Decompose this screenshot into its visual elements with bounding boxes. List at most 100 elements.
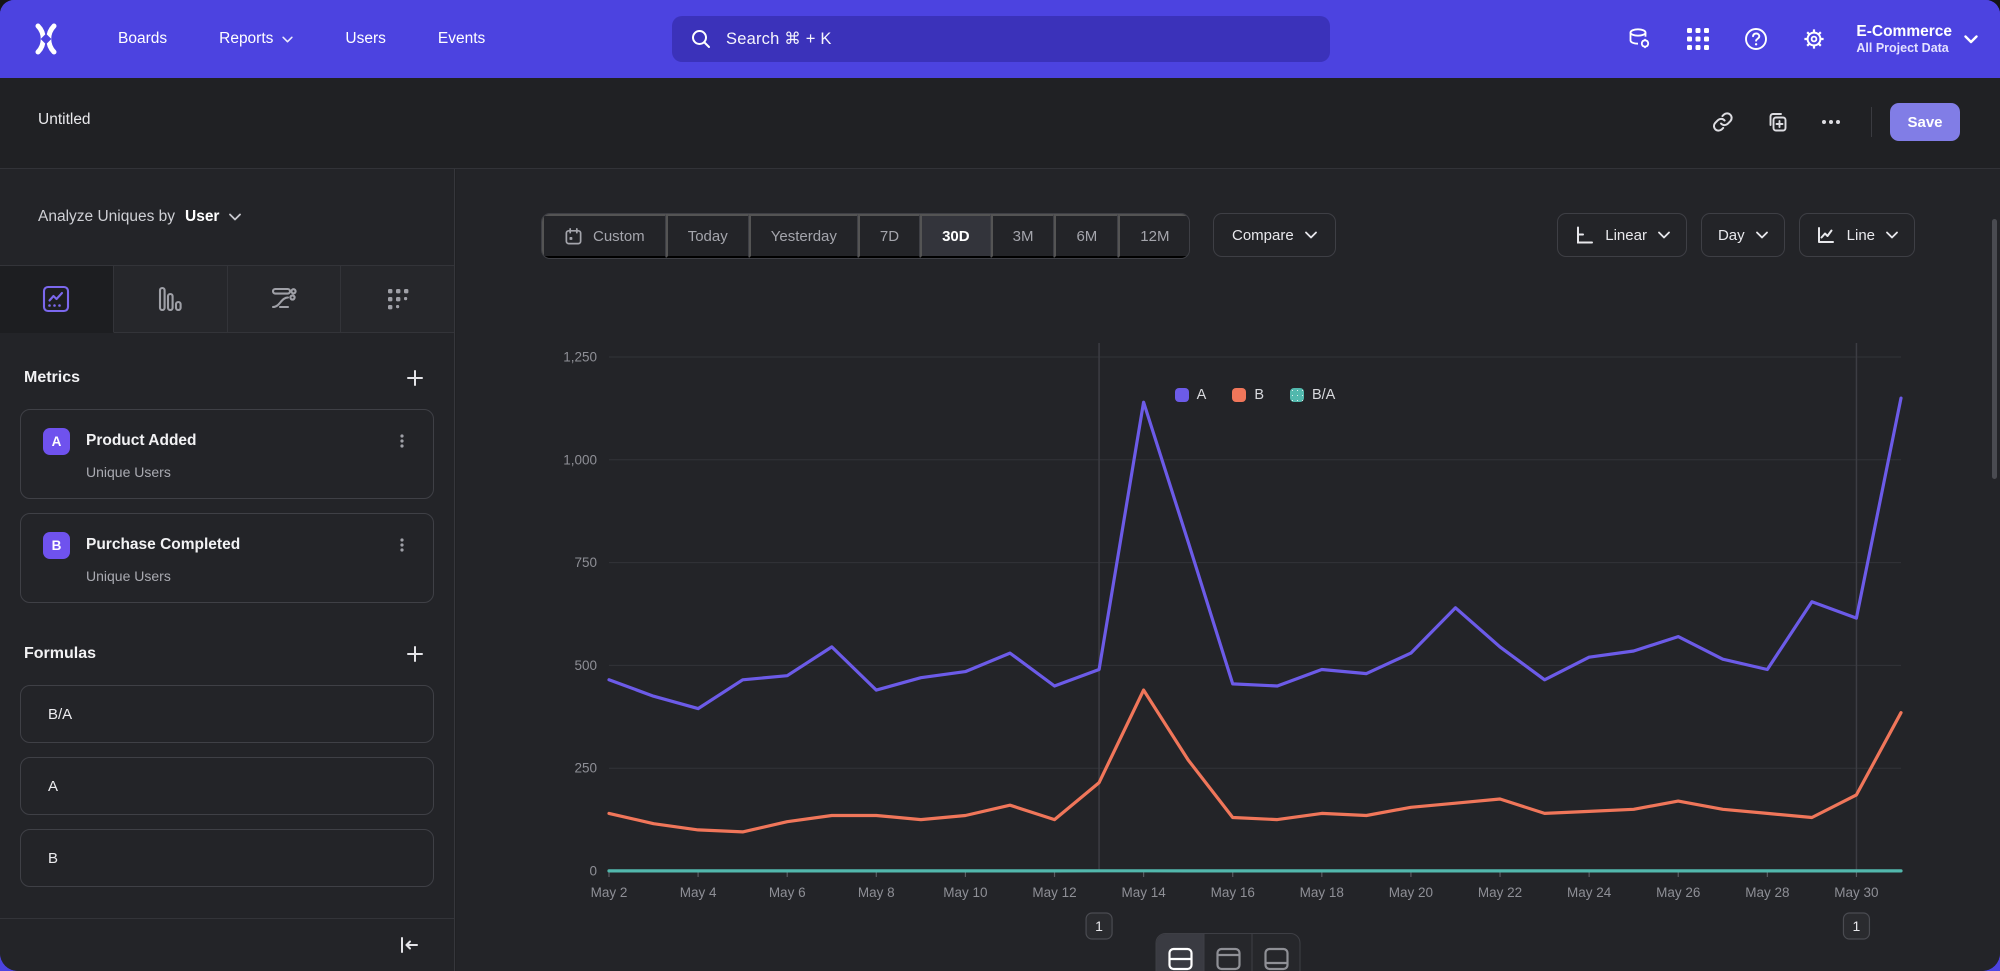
save-button[interactable]: Save [1890,103,1960,141]
x-axis-label: May 18 [1300,885,1344,900]
series-line-b[interactable] [607,688,1903,834]
nav-item-label: Boards [118,30,168,47]
legend-item-b-a[interactable]: B/A [1289,387,1335,403]
tab-flows[interactable] [227,266,342,332]
range-option-30d[interactable]: 30D [920,214,991,258]
project-selector[interactable]: E-Commerce All Project Data [1856,22,1978,57]
settings-gear-icon[interactable] [1792,17,1836,61]
range-label: 3M [1012,227,1034,245]
formula-card[interactable]: B/A [20,685,434,743]
annotation-label: 1 [1853,918,1861,934]
chart-panel: Custom Today Yesterday 7D 30D 3M 6M 12M Compare… [456,169,2000,971]
help-icon[interactable] [1734,17,1778,61]
range-option-7d[interactable]: 7D [857,214,921,258]
x-axis-label: May 14 [1121,885,1166,900]
title-actions: Save [1701,100,1960,144]
y-axis-label: 1,250 [563,350,597,365]
add-metric-button[interactable] [398,361,432,395]
analyze-value-dropdown[interactable]: User [185,208,220,225]
chevron-down-icon [229,213,242,221]
chevron-down-icon [1886,231,1898,239]
formulas-title: Formulas [24,645,97,662]
date-range-control: Custom Today Yesterday 7D 30D 3M 6M 12M [541,213,1191,259]
metric-menu-icon[interactable] [387,530,417,560]
series-line-a[interactable] [607,396,1903,711]
interval-selector[interactable]: Day [1700,213,1785,257]
annotation-marker[interactable]: 1 [1842,912,1871,940]
range-label: 12M [1140,227,1170,245]
y-axis-label: 250 [574,761,597,776]
range-option-today[interactable]: Today [665,214,749,258]
range-label: 30D [942,227,970,245]
range-option-3m[interactable]: 3M [990,214,1055,258]
nav-right-cluster: E-Commerce All Project Data [1618,0,1978,78]
x-axis-label: May 2 [591,885,628,900]
formula-expression: B [48,849,59,867]
metric-card[interactable]: B Purchase Completed Unique Users [20,513,434,603]
content-area: Untitled [0,78,2000,971]
sidebar-footer [0,918,454,971]
range-option-custom[interactable]: Custom [542,214,666,258]
nav-item-boards[interactable]: Boards [96,20,189,58]
collapse-sidebar-icon[interactable] [398,935,420,955]
x-axis-label: May 28 [1745,885,1789,900]
x-axis-label: May 6 [769,885,806,900]
copy-link-icon[interactable] [1701,100,1745,144]
add-formula-button[interactable] [398,637,432,671]
x-axis-label: May 12 [1032,885,1076,900]
range-label: 7D [879,227,900,245]
legend-swatch [1232,388,1247,402]
legend-item-b[interactable]: B [1232,387,1264,403]
chart-display-controls: Linear Day Line [1557,213,1915,257]
metric-menu-icon[interactable] [387,426,417,456]
nav-item-events[interactable]: Events [416,20,507,58]
annotation-marker[interactable]: 1 [1085,912,1113,940]
nav-menu: Boards Reports Users Events [96,20,507,58]
line-chart[interactable]: 0 250 500 750 1,000 1,250 1 1 May 2 May 4 May 6 May… [456,329,2000,971]
compare-label: Compare [1232,226,1294,244]
range-option-12m[interactable]: 12M [1118,214,1190,258]
layout-chart-bottom-button[interactable] [1253,934,1300,971]
legend-swatch [1174,388,1189,402]
nav-item-reports[interactable]: Reports [197,20,315,58]
legend-item-a[interactable]: A [1174,387,1207,403]
range-label: 6M [1076,227,1098,245]
duplicate-icon[interactable] [1755,100,1799,144]
x-axis-label: May 10 [943,885,987,900]
x-axis-label: May 30 [1834,885,1878,900]
report-title[interactable]: Untitled [38,111,91,128]
scale-selector[interactable]: Linear [1557,213,1687,257]
formula-card[interactable]: A [20,757,434,815]
mixpanel-logo-icon[interactable] [26,19,66,59]
chevron-down-icon [1304,231,1317,239]
metrics-header: Metrics [0,361,454,395]
metric-card[interactable]: A Product Added Unique Users [20,409,434,499]
report-title-bar: Untitled [0,78,2000,169]
y-axis-label: 500 [574,658,597,673]
metric-measurement[interactable]: Unique Users [86,464,171,480]
data-management-icon[interactable] [1618,17,1662,61]
metric-measurement[interactable]: Unique Users [86,568,171,584]
tab-retention[interactable] [341,266,454,332]
range-option-6m[interactable]: 6M [1054,214,1119,258]
tab-insights[interactable] [0,266,114,333]
formula-card[interactable]: B [20,829,434,887]
tab-funnels[interactable] [113,266,228,332]
analyze-label: Analyze Uniques by [38,208,175,225]
line-chart-icon [1817,227,1834,243]
project-name: E-Commerce [1856,22,1952,40]
chart-type-selector[interactable]: Line [1798,213,1915,257]
apps-grid-icon[interactable] [1676,17,1720,61]
layout-split-view-button[interactable] [1156,934,1205,971]
chevron-down-icon [1964,34,1978,44]
search-input[interactable]: Search ⌘ + K [672,16,1330,62]
more-options-icon[interactable] [1809,100,1853,144]
top-navigation: Boards Reports Users Events Search ⌘ + K [0,0,2000,78]
range-label: Today [687,227,728,245]
range-option-yesterday[interactable]: Yesterday [748,214,858,258]
layout-chart-top-button[interactable] [1205,934,1253,971]
vertical-scrollbar[interactable] [1992,219,1997,479]
nav-item-users[interactable]: Users [323,20,407,58]
compare-button[interactable]: Compare [1213,213,1336,257]
legend-label: A [1196,387,1207,403]
